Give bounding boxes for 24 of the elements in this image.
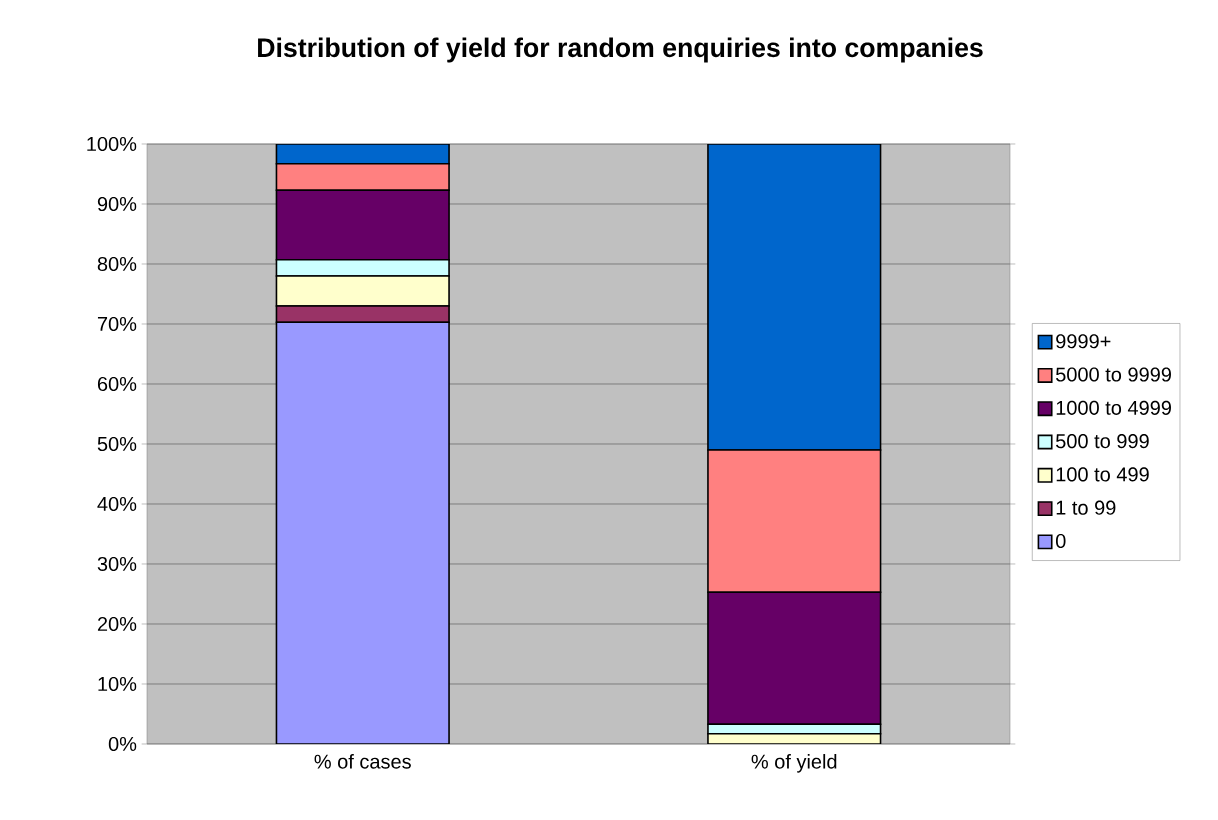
y-tick-label: 100% [87,136,137,152]
y-tick-label: 90% [97,196,137,212]
bar [275,143,450,165]
legend-label: 1000 to 4999 [1056,400,1171,415]
legend-label: 5000 to 9999 [1056,367,1171,382]
x-tick-label: % of yield [751,754,837,773]
y-tick-label: 20% [97,616,137,632]
y-tick-label: 60% [97,376,137,392]
legend-label: 0 [1055,533,1066,549]
y-tick-label: 50% [97,436,137,452]
bar [275,275,450,307]
y-tick-label: 0% [108,736,137,752]
legend-label: 500 to 999 [1056,434,1149,449]
legend-label: 1 to 99 [1056,500,1116,515]
legend-label: 9999+ [1056,334,1111,349]
bar [707,143,882,451]
x-tick-label: % of cases [314,754,411,769]
y-tick-label: 40% [97,496,137,512]
y-tick-label: 30% [97,556,137,572]
legend-label: 100 to 499 [1056,467,1149,482]
y-tick-label: 10% [98,676,137,692]
y-tick-label: 70% [97,316,137,332]
y-tick-label: 80% [97,256,137,272]
chart-title: Distribution of yield for random enquiries into companies [258,37,983,63]
